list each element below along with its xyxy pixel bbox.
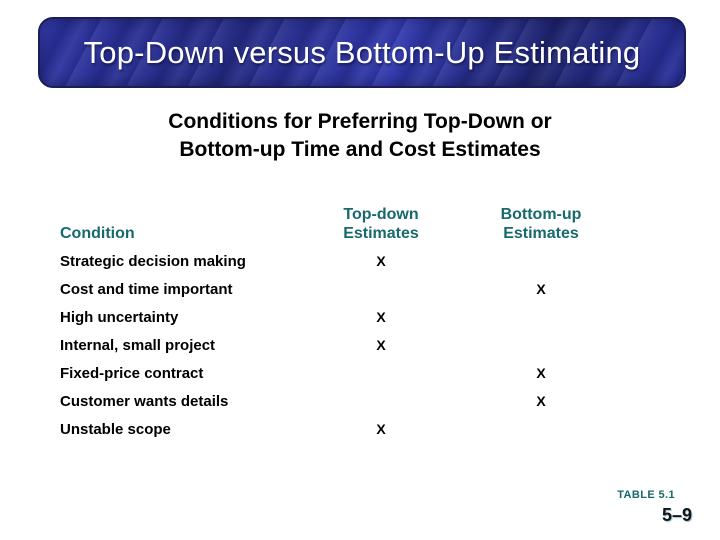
table-row: Fixed-price contract X xyxy=(60,359,621,387)
column-header-condition: Condition xyxy=(60,225,135,242)
condition-label: Fixed-price contract xyxy=(60,364,204,382)
top-down-mark: X xyxy=(376,253,386,269)
title-bar: Top-Down versus Bottom-Up Estimating xyxy=(38,17,686,88)
column-header-top-down: Top-down Estimates xyxy=(301,205,461,243)
table-header-row: Condition Top-down Estimates Bottom-up E… xyxy=(60,198,621,243)
condition-label: High uncertainty xyxy=(60,308,179,326)
page-number: 5–9 xyxy=(661,505,692,525)
table-row: High uncertainty X xyxy=(60,303,621,331)
bottom-up-mark: X xyxy=(536,393,546,409)
condition-label: Cost and time important xyxy=(60,280,233,298)
slide-subtitle: Conditions for Preferring Top-Down or Bo… xyxy=(0,108,720,164)
table-reference-label: TABLE 5.1 xyxy=(617,489,675,501)
condition-label: Unstable scope xyxy=(60,420,171,438)
table-row: Internal, small project X xyxy=(60,331,621,359)
subtitle-line-2: Bottom-up Time and Cost Estimates xyxy=(179,138,541,161)
condition-label: Internal, small project xyxy=(60,336,216,354)
estimates-table: Condition Top-down Estimates Bottom-up E… xyxy=(60,198,621,443)
condition-label: Strategic decision making xyxy=(60,252,246,270)
top-down-mark: X xyxy=(376,421,386,437)
subtitle-line-1: Conditions for Preferring Top-Down or xyxy=(168,110,552,133)
slide-title: Top-Down versus Bottom-Up Estimating xyxy=(83,34,641,70)
bottom-up-header-line-1: Bottom-up xyxy=(500,206,582,223)
table-row: Cost and time important X xyxy=(60,275,621,303)
column-header-bottom-up: Bottom-up Estimates xyxy=(461,205,621,243)
bottom-up-header-line-2: Estimates xyxy=(503,225,579,242)
top-down-header-line-2: Estimates xyxy=(343,225,419,242)
table-row: Customer wants details X xyxy=(60,387,621,415)
table-row: Unstable scope X xyxy=(60,415,621,443)
top-down-mark: X xyxy=(376,309,386,325)
bottom-up-mark: X xyxy=(536,281,546,297)
table-row: Strategic decision making X xyxy=(60,247,621,275)
condition-label: Customer wants details xyxy=(60,392,229,410)
top-down-mark: X xyxy=(376,337,386,353)
bottom-up-mark: X xyxy=(536,365,546,381)
top-down-header-line-1: Top-down xyxy=(343,206,419,223)
